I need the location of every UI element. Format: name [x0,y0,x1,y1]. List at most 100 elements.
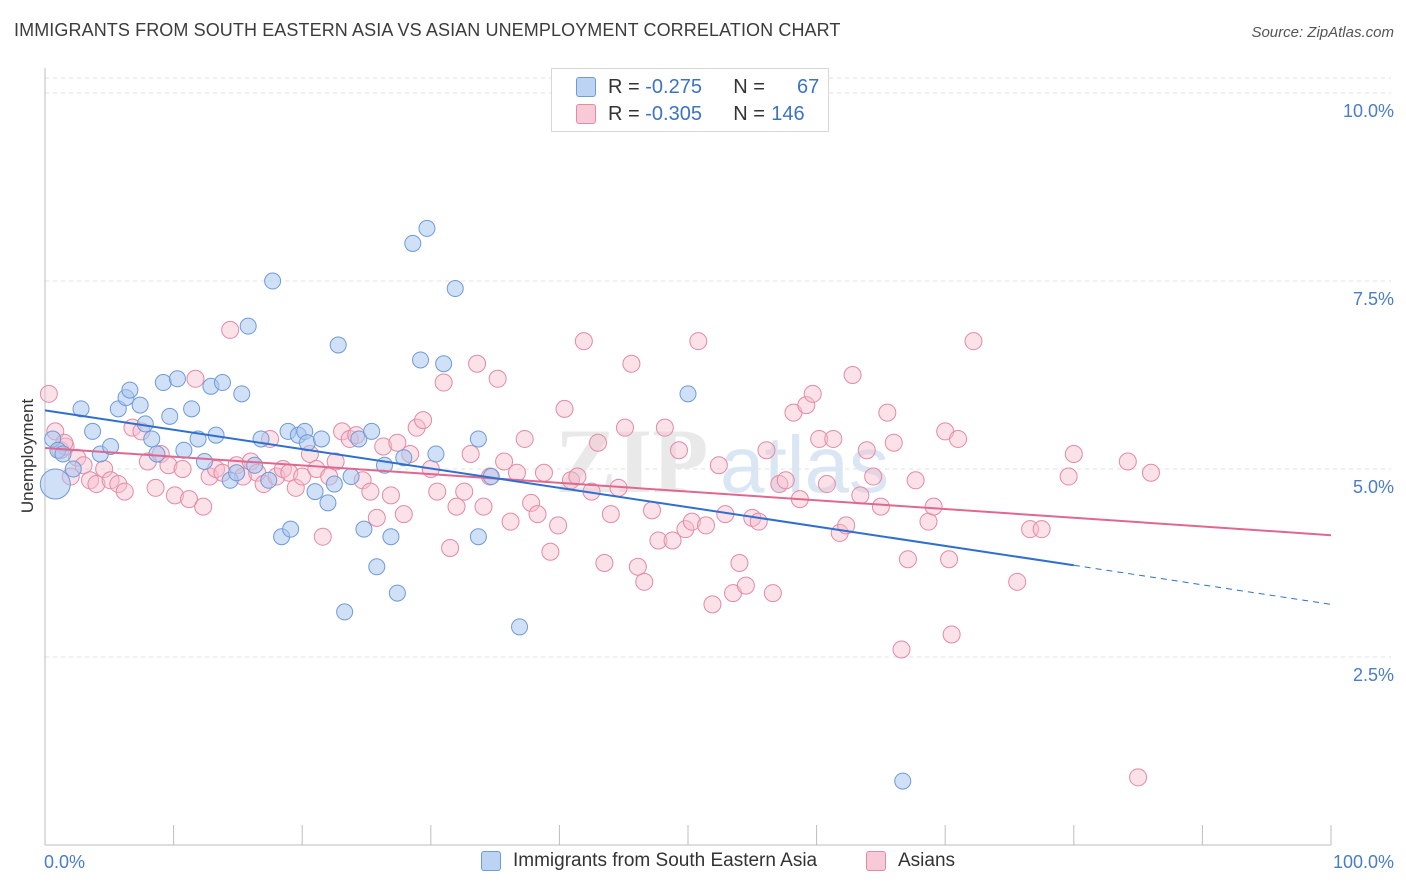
data-point-sea [319,494,337,512]
data-point-asians [703,595,722,614]
data-point-sea [246,456,264,474]
data-point-asians [455,482,474,501]
data-point-asians [878,403,897,422]
source-credit: Source: ZipAtlas.com [1251,24,1394,41]
data-point-sea [894,772,912,790]
data-point-asians [293,467,312,486]
data-point-sea [121,381,139,399]
data-point-asians [924,497,943,516]
trendline-sea [44,409,1074,567]
series-legend: Immigrants from South Eastern Asia Asian… [0,850,1406,878]
y-tick-label: 10.0% [1342,101,1394,122]
data-point-sea [195,453,213,470]
data-point-asians [689,332,708,351]
legend-swatch-pink [866,851,886,871]
legend-n-value: 146 [771,102,805,125]
y-tick-label: 5.0% [1352,477,1394,498]
legend-swatch-blue [481,851,501,871]
data-point-asians [115,482,134,501]
data-point-asians [940,550,959,569]
data-point-asians [447,497,466,516]
legend-r-label: R = [608,75,640,98]
data-point-sea [388,584,406,602]
data-point-asians [1059,467,1078,486]
legend-n-value: 67 [797,75,820,98]
data-point-sea [350,430,368,448]
svg-text:ZIP: ZIP [555,410,708,512]
data-point-asians [87,475,106,494]
data-point-asians [595,554,614,573]
data-point-asians [39,384,58,403]
data-point-asians [434,373,453,392]
data-point-asians [388,433,407,452]
data-point-asians [461,444,480,463]
data-point-asians [468,354,487,373]
data-point-asians [824,429,843,448]
data-point-sea [329,336,347,354]
data-point-asians [810,429,829,448]
data-point-asians [851,486,870,505]
data-point-asians [555,399,574,418]
data-point-asians [394,505,413,524]
data-point-sea [183,400,201,418]
data-point-asians [642,501,661,520]
stats-legend: R = -0.275 N = 67 R = -0.305 N = 146 [551,68,829,132]
data-point-asians [367,508,386,527]
data-point-asians [669,441,688,460]
data-point-sea [363,422,381,440]
trendline-sea-extension [1073,564,1332,605]
legend-n-label: N = [733,102,765,125]
trendline-asians [44,446,1332,537]
data-point-asians [601,505,620,524]
data-point-sea [325,475,343,493]
data-point-sea [39,468,71,500]
legend-r-value: -0.305 [645,102,702,125]
data-point-sea [175,441,193,459]
data-point-asians [333,422,352,441]
data-point-asians [797,396,816,415]
data-point-asians [898,550,917,569]
legend-n-label: N = [733,75,765,98]
data-point-asians [146,478,165,497]
data-point-asians [622,354,641,373]
data-point-asians [864,467,883,486]
data-point-sea [213,374,231,392]
data-point-sea [228,464,246,482]
data-point-sea [239,317,257,335]
data-point-asians [194,497,213,516]
data-point-asians [615,418,634,437]
legend-item-asians: Asians [866,850,955,872]
data-point-asians [663,531,682,550]
data-point-asians [906,471,925,490]
data-point-asians [221,320,240,339]
data-point-asians [1141,463,1160,482]
legend-row-sea: R = -0.275 N = 67 [576,75,819,99]
data-point-asians [326,452,345,471]
data-point-sea [342,468,360,486]
data-point-sea [469,528,487,546]
data-point-asians [857,441,876,460]
data-point-asians [757,441,776,460]
data-point-asians [749,512,768,531]
legend-label-sea: Immigrants from South Eastern Asia [513,850,818,871]
legend-swatch-blue [576,77,596,97]
data-point-sea [72,400,90,418]
data-point-asians [1032,520,1051,539]
data-point-asians [1064,444,1083,463]
legend-label-asians: Asians [898,850,956,871]
data-point-asians [428,482,447,501]
data-point-asians [1008,572,1027,591]
data-point-sea [282,520,300,538]
trend-lines [44,409,1332,605]
data-point-sea [233,385,251,403]
data-point-sea [395,449,413,467]
data-point-sea [148,445,166,463]
data-point-asians [697,516,716,535]
data-point-asians [165,486,184,505]
data-point-asians [474,497,493,516]
data-point-sea [355,520,373,538]
data-point-asians [534,463,553,482]
data-point-asians [381,486,400,505]
data-point-sea [312,430,330,448]
data-point-asians [109,475,128,494]
